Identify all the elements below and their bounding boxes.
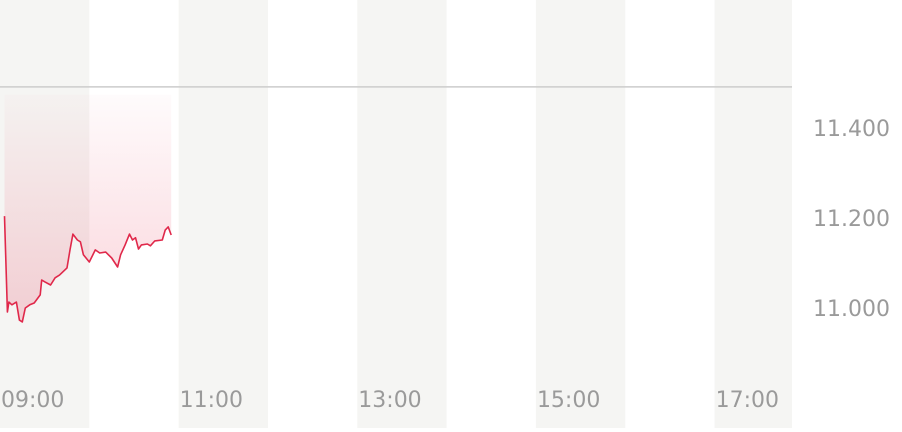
hour-band [535,0,626,428]
x-tick-label: 15:00 [537,388,600,413]
price-area-fill [4,94,172,322]
x-tick-label: 11:00 [180,388,243,413]
hour-bands [0,0,792,428]
x-tick-label: 13:00 [358,388,421,413]
x-tick-label: 09:00 [1,388,64,413]
hour-band [357,0,447,428]
y-tick-label: 11.400 [813,117,890,142]
y-tick-label: 11.000 [813,297,890,322]
y-axis: 11.400 11.200 11.000 [813,117,890,322]
y-tick-label: 11.200 [813,207,890,232]
price-line [3,216,172,323]
hour-band [178,0,268,428]
x-tick-label: 17:00 [716,388,779,413]
hour-band [714,0,792,428]
x-axis: 09:00 11:00 13:00 15:00 17:00 [1,388,779,413]
